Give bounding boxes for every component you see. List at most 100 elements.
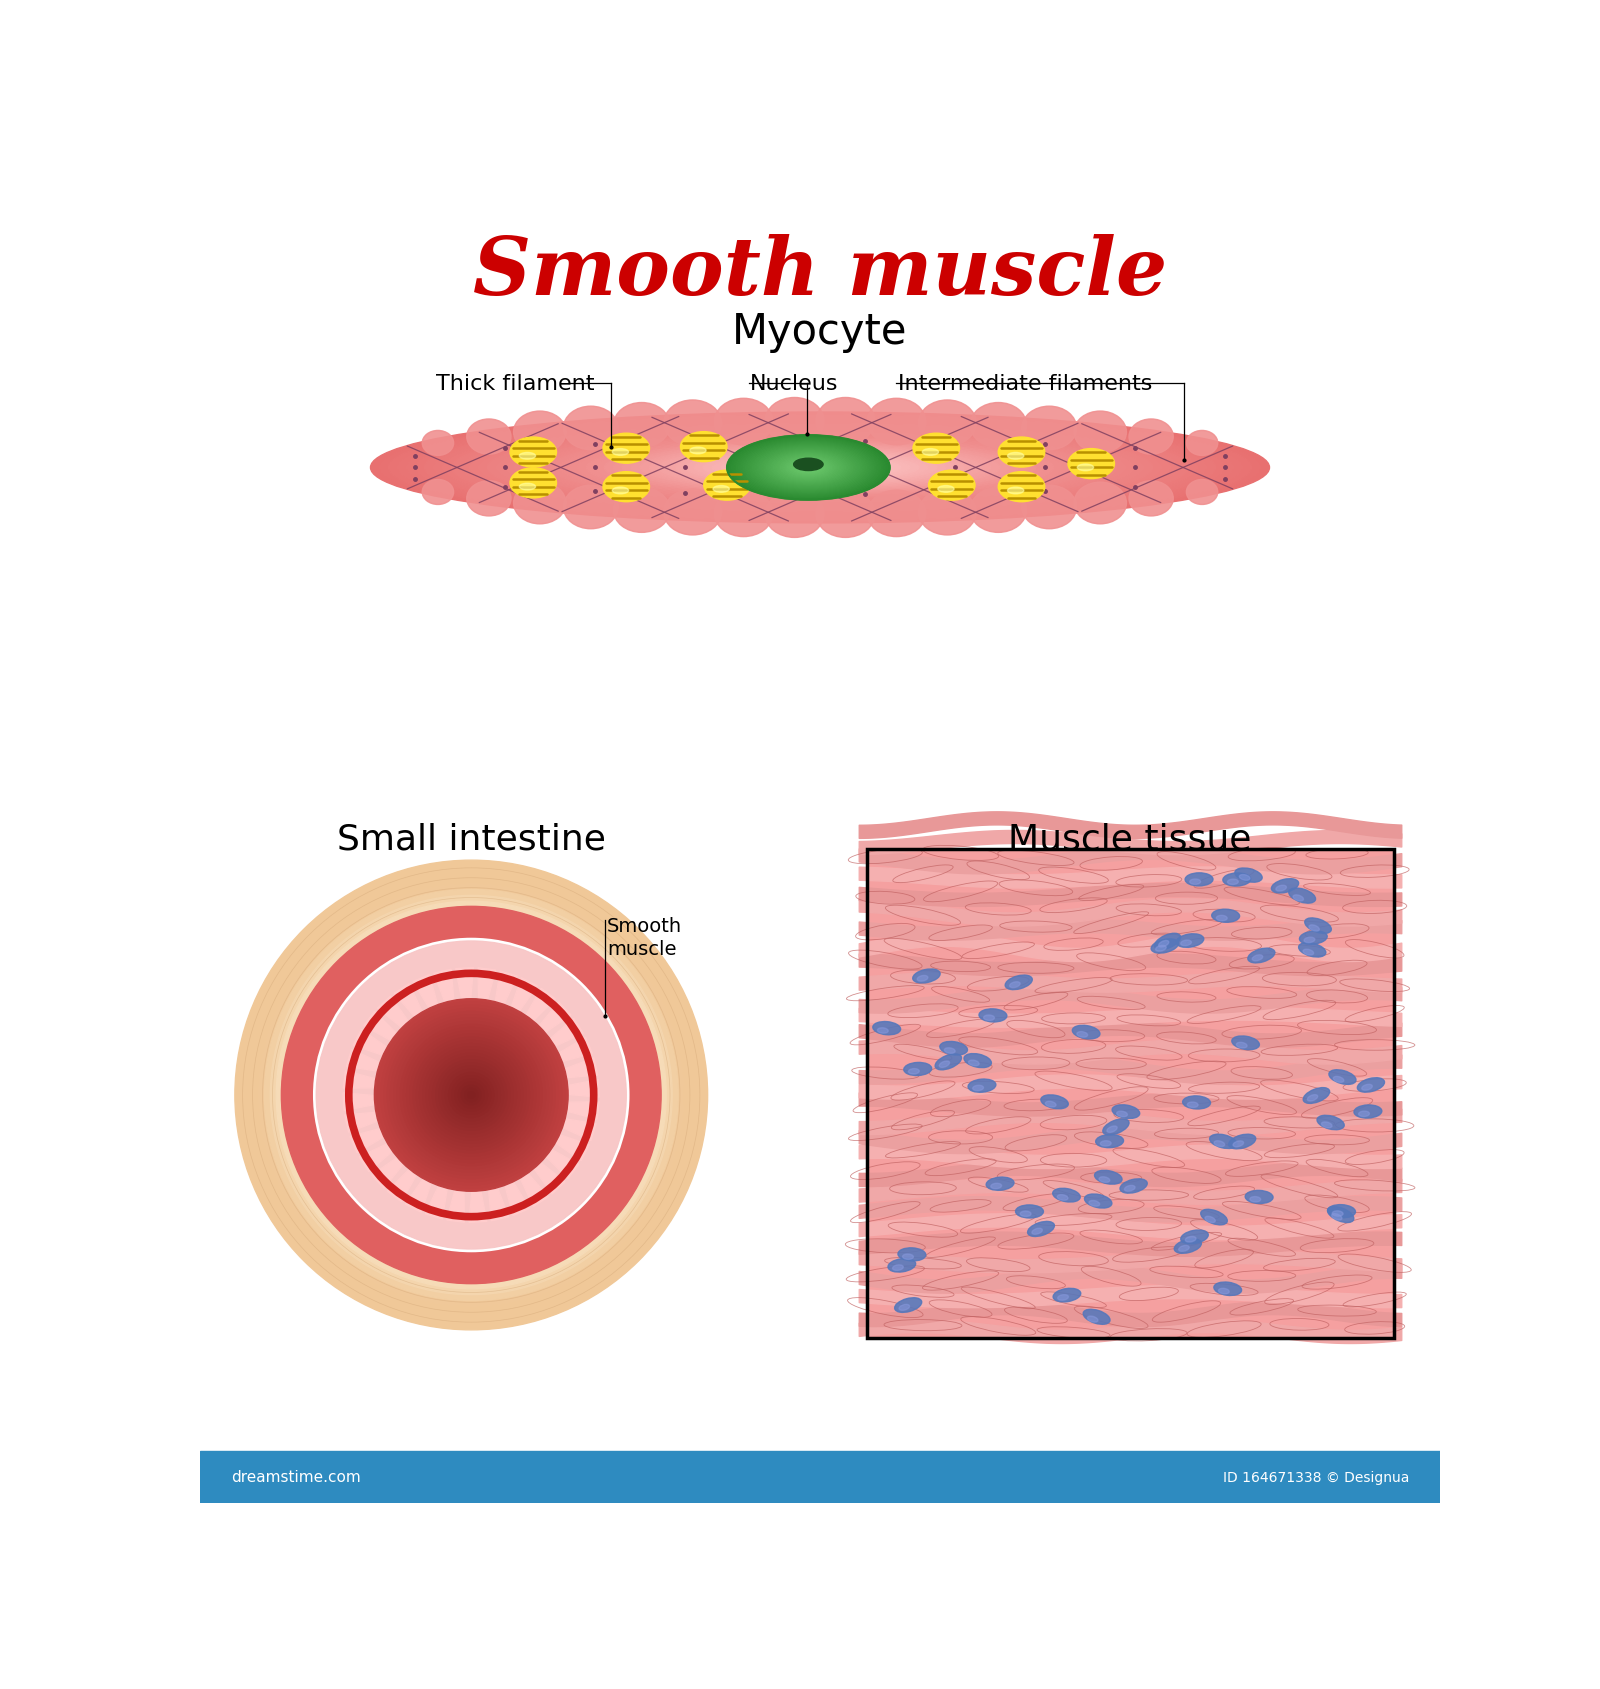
Circle shape (453, 1078, 490, 1113)
Polygon shape (346, 1051, 392, 1074)
Circle shape (365, 990, 578, 1201)
Circle shape (306, 931, 637, 1260)
Circle shape (294, 919, 648, 1272)
Ellipse shape (784, 464, 856, 473)
Text: Myocyte: Myocyte (733, 311, 907, 353)
Ellipse shape (1275, 885, 1286, 892)
Ellipse shape (430, 1167, 435, 1172)
Ellipse shape (1229, 1135, 1256, 1149)
Polygon shape (344, 1071, 389, 1089)
Ellipse shape (451, 422, 1189, 513)
Ellipse shape (963, 1054, 992, 1067)
Ellipse shape (586, 439, 1054, 497)
Ellipse shape (1304, 919, 1331, 934)
Ellipse shape (613, 488, 670, 534)
Ellipse shape (1354, 1105, 1382, 1118)
Ellipse shape (741, 441, 875, 495)
Ellipse shape (746, 443, 870, 493)
Ellipse shape (1214, 1142, 1224, 1147)
Ellipse shape (622, 444, 1018, 493)
Ellipse shape (1186, 431, 1218, 456)
Ellipse shape (782, 458, 834, 478)
Text: Smooth muscle: Smooth muscle (474, 233, 1166, 311)
Circle shape (435, 1061, 507, 1130)
Ellipse shape (1150, 939, 1179, 954)
Circle shape (435, 1061, 507, 1130)
Ellipse shape (1130, 419, 1173, 454)
Circle shape (390, 1015, 552, 1176)
Text: Thick filament: Thick filament (437, 373, 595, 394)
Ellipse shape (613, 404, 670, 448)
Ellipse shape (507, 1018, 512, 1024)
Polygon shape (363, 1012, 406, 1047)
Ellipse shape (1253, 956, 1262, 961)
Ellipse shape (677, 451, 963, 486)
Polygon shape (501, 1170, 530, 1216)
Ellipse shape (1107, 1127, 1117, 1133)
Ellipse shape (613, 449, 629, 456)
Ellipse shape (714, 399, 773, 446)
Ellipse shape (1211, 910, 1240, 922)
Circle shape (418, 1042, 525, 1149)
Ellipse shape (1216, 915, 1227, 921)
Ellipse shape (416, 419, 1224, 519)
Ellipse shape (938, 486, 954, 493)
Circle shape (469, 1093, 475, 1098)
Circle shape (395, 1018, 549, 1172)
Ellipse shape (730, 437, 888, 500)
Ellipse shape (1250, 1198, 1261, 1203)
Ellipse shape (1032, 1228, 1042, 1235)
Ellipse shape (1045, 1101, 1056, 1108)
Ellipse shape (1117, 1111, 1128, 1116)
Polygon shape (520, 988, 555, 1030)
Ellipse shape (549, 1118, 554, 1121)
Ellipse shape (605, 441, 1035, 495)
Ellipse shape (1058, 1194, 1067, 1201)
Ellipse shape (526, 1154, 531, 1159)
Circle shape (358, 985, 584, 1208)
Ellipse shape (939, 1061, 949, 1067)
Ellipse shape (478, 426, 1162, 510)
Ellipse shape (1205, 1216, 1216, 1223)
Ellipse shape (424, 1024, 427, 1029)
Ellipse shape (544, 1132, 549, 1135)
Ellipse shape (922, 449, 939, 456)
Ellipse shape (422, 431, 454, 456)
Ellipse shape (1090, 1201, 1099, 1206)
Ellipse shape (379, 414, 1261, 522)
Ellipse shape (744, 443, 874, 493)
Ellipse shape (765, 399, 824, 444)
Ellipse shape (398, 1138, 403, 1143)
Polygon shape (531, 1002, 571, 1040)
Ellipse shape (464, 1010, 469, 1015)
Ellipse shape (469, 426, 1171, 512)
Ellipse shape (510, 437, 557, 468)
Ellipse shape (563, 486, 618, 529)
Circle shape (389, 1013, 554, 1177)
Ellipse shape (1304, 937, 1315, 942)
Ellipse shape (1328, 1204, 1355, 1218)
Ellipse shape (902, 1255, 914, 1260)
Ellipse shape (445, 1172, 450, 1177)
Circle shape (312, 937, 630, 1253)
Ellipse shape (794, 464, 846, 471)
Ellipse shape (488, 1174, 493, 1179)
Ellipse shape (541, 434, 1099, 503)
Circle shape (438, 1064, 504, 1128)
Circle shape (432, 1057, 510, 1133)
Ellipse shape (1293, 895, 1304, 902)
Ellipse shape (776, 456, 842, 481)
Ellipse shape (1096, 1135, 1123, 1149)
Ellipse shape (806, 468, 811, 470)
Polygon shape (354, 1030, 398, 1061)
Ellipse shape (1022, 407, 1077, 451)
Ellipse shape (1272, 880, 1299, 893)
Polygon shape (469, 1179, 486, 1223)
Circle shape (253, 878, 690, 1312)
Text: Intermediate filaments: Intermediate filaments (898, 373, 1152, 394)
Ellipse shape (1085, 1194, 1112, 1208)
Ellipse shape (1125, 1186, 1134, 1191)
Circle shape (461, 1086, 482, 1105)
Ellipse shape (664, 490, 722, 535)
Circle shape (406, 1030, 536, 1160)
